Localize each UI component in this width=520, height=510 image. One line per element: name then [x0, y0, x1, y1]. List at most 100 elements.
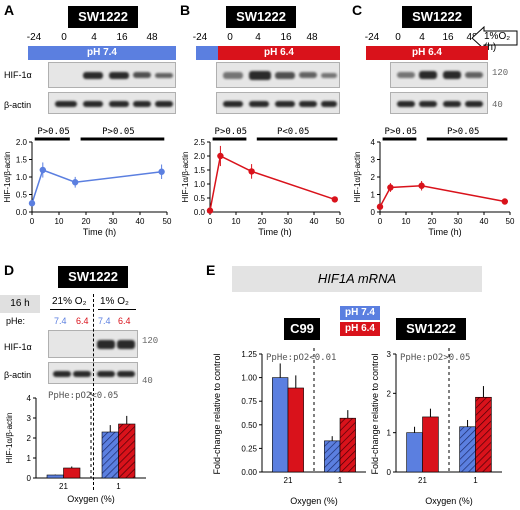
- panel-a-timepoints: -24 0 4 16 48: [27, 32, 176, 46]
- time-label: -24: [26, 32, 42, 43]
- panel-e-title: HIF1A mRNA: [232, 266, 482, 292]
- panel-b-chart: 0.0 0.5 1.0 1.5 2.0 2.5 0 10 20 30 40 50 Time (h) HIF…: [181, 127, 345, 237]
- panel-c-mw-120: 120: [492, 68, 509, 78]
- panel-d-letter: D: [4, 262, 15, 278]
- time-label: 0: [61, 32, 67, 43]
- panel-a-cell-line: SW1222: [68, 6, 138, 28]
- x-axis-label: Time (h): [83, 227, 116, 237]
- time-label: 0: [395, 32, 401, 43]
- x-tick-label: 0: [208, 217, 213, 226]
- x-tick-label: 50: [506, 217, 515, 226]
- bar: [406, 432, 423, 473]
- panel-a-hif-blot: [48, 62, 176, 88]
- y-tick-label: 1.0: [16, 173, 28, 182]
- y-tick-label: 1.00: [241, 374, 257, 383]
- y-tick-label: 0: [371, 208, 376, 217]
- panel-e-chart: 0.00 0.25 0.50 0.75 1.00 1.25 21 1 0 1 2 3 21 1 PpHe:p…: [212, 348, 502, 506]
- series-line: [31, 169, 162, 204]
- time-label: 48: [306, 32, 318, 43]
- panel-d-cell-line: SW1222: [58, 266, 128, 288]
- x-tick-label: 20: [428, 217, 437, 226]
- panel-a-actin-label: β-actin: [4, 100, 32, 110]
- y-tick-label: 2.5: [194, 138, 206, 147]
- y-tick-label: 4: [371, 138, 376, 147]
- time-label: 16: [280, 32, 292, 43]
- data-point: [158, 168, 165, 175]
- panel-d-duration: 16 h: [0, 295, 40, 313]
- panel-d-o2-1: 1% O₂: [100, 296, 129, 307]
- x-tick-label: 10: [232, 217, 241, 226]
- data-point: [39, 166, 46, 174]
- time-label: -24: [364, 32, 380, 43]
- y-axis-label: HIF-1α/β-actin: [181, 151, 190, 202]
- x-tick-label: 21: [284, 476, 293, 485]
- y-tick-label: 1.25: [241, 350, 257, 359]
- y-tick-label: 3: [387, 350, 392, 359]
- y-tick-label: 4: [27, 394, 32, 403]
- bar: [287, 387, 304, 473]
- panel-d-ph-value: 6.4: [118, 316, 131, 326]
- x-tick-label: 0: [30, 217, 35, 226]
- panel-d-chart: 0 1 2 3 4 21 1 PpHe:pO2<0.05 Oxygen (%) HIF-1α/β-…: [5, 391, 146, 504]
- significance-label: P>0.05: [102, 127, 135, 137]
- y-tick-label: 1.5: [194, 166, 206, 175]
- data-point: [206, 207, 214, 214]
- panel-d-ph-value: 7.4: [98, 316, 111, 326]
- panel-e-c99-title: C99: [284, 318, 320, 340]
- panel-a-hif-label: HIF-1α: [4, 70, 32, 80]
- panel-b-cell-line: SW1222: [226, 6, 296, 28]
- time-label: 0: [227, 32, 233, 43]
- x-tick-label: 20: [82, 217, 91, 226]
- x-tick-label: 10: [55, 217, 64, 226]
- significance-label: P>0.05: [215, 127, 248, 137]
- bar: [339, 417, 356, 473]
- bar: [46, 474, 64, 479]
- time-label: 16: [442, 32, 454, 43]
- time-label: 16: [116, 32, 128, 43]
- y-tick-label: 0.00: [241, 468, 257, 477]
- panel-d-ph-value: 6.4: [76, 316, 89, 326]
- y-tick-label: 2.0: [194, 152, 206, 161]
- x-axis-label: Oxygen (%): [67, 494, 115, 504]
- y-tick-label: 1: [27, 454, 32, 463]
- panel-a-condition-bar: pH 7.4: [28, 46, 176, 60]
- panel-d-mw-40: 40: [142, 376, 153, 386]
- time-label: 48: [146, 32, 158, 43]
- panel-c-actin-blot: [390, 92, 488, 114]
- bar: [101, 431, 119, 479]
- data-point: [248, 168, 255, 175]
- bar: [272, 377, 289, 473]
- x-tick-label: 1: [116, 482, 121, 491]
- x-tick-label: 10: [402, 217, 411, 226]
- data-point: [376, 203, 384, 210]
- data-point: [217, 152, 224, 160]
- y-tick-label: 1.5: [16, 156, 28, 165]
- time-label: 4: [419, 32, 425, 43]
- panel-d-actin-label: β-actin: [4, 370, 32, 380]
- panel-c-arrow-label: 1%O₂ (h): [484, 31, 511, 53]
- x-tick-label: 21: [418, 476, 427, 485]
- y-tick-label: 0.0: [194, 208, 206, 217]
- bar: [459, 426, 476, 473]
- panel-b-letter: B: [180, 2, 191, 18]
- significance-label: P>0.05: [385, 127, 418, 137]
- y-axis-label: HIF-1α/β-actin: [3, 151, 12, 202]
- y-axis-label: HIF-1α/β-actin: [5, 412, 14, 463]
- x-axis-label: Time (h): [258, 227, 291, 237]
- panel-d-o2-21: 21% O₂: [52, 296, 87, 307]
- bar: [475, 396, 492, 473]
- panel-d-mw-120: 120: [142, 336, 159, 346]
- significance-label: P<0.05: [277, 127, 310, 137]
- bar: [118, 423, 136, 479]
- panel-a-actin-blot: [48, 92, 176, 114]
- y-tick-label: 0.25: [241, 444, 257, 453]
- significance-label: PpHe:pO2>0.05: [400, 353, 470, 363]
- y-tick-label: 3: [371, 156, 376, 165]
- panel-c-hif-blot: [390, 62, 488, 88]
- y-tick-label: 2: [27, 434, 32, 443]
- panel-c-cell-line: SW1222: [402, 6, 472, 28]
- panel-c-timepoints: -24 0 4 16 48: [365, 32, 486, 46]
- y-tick-label: 2.0: [16, 138, 28, 147]
- y-tick-label: 1: [387, 429, 392, 438]
